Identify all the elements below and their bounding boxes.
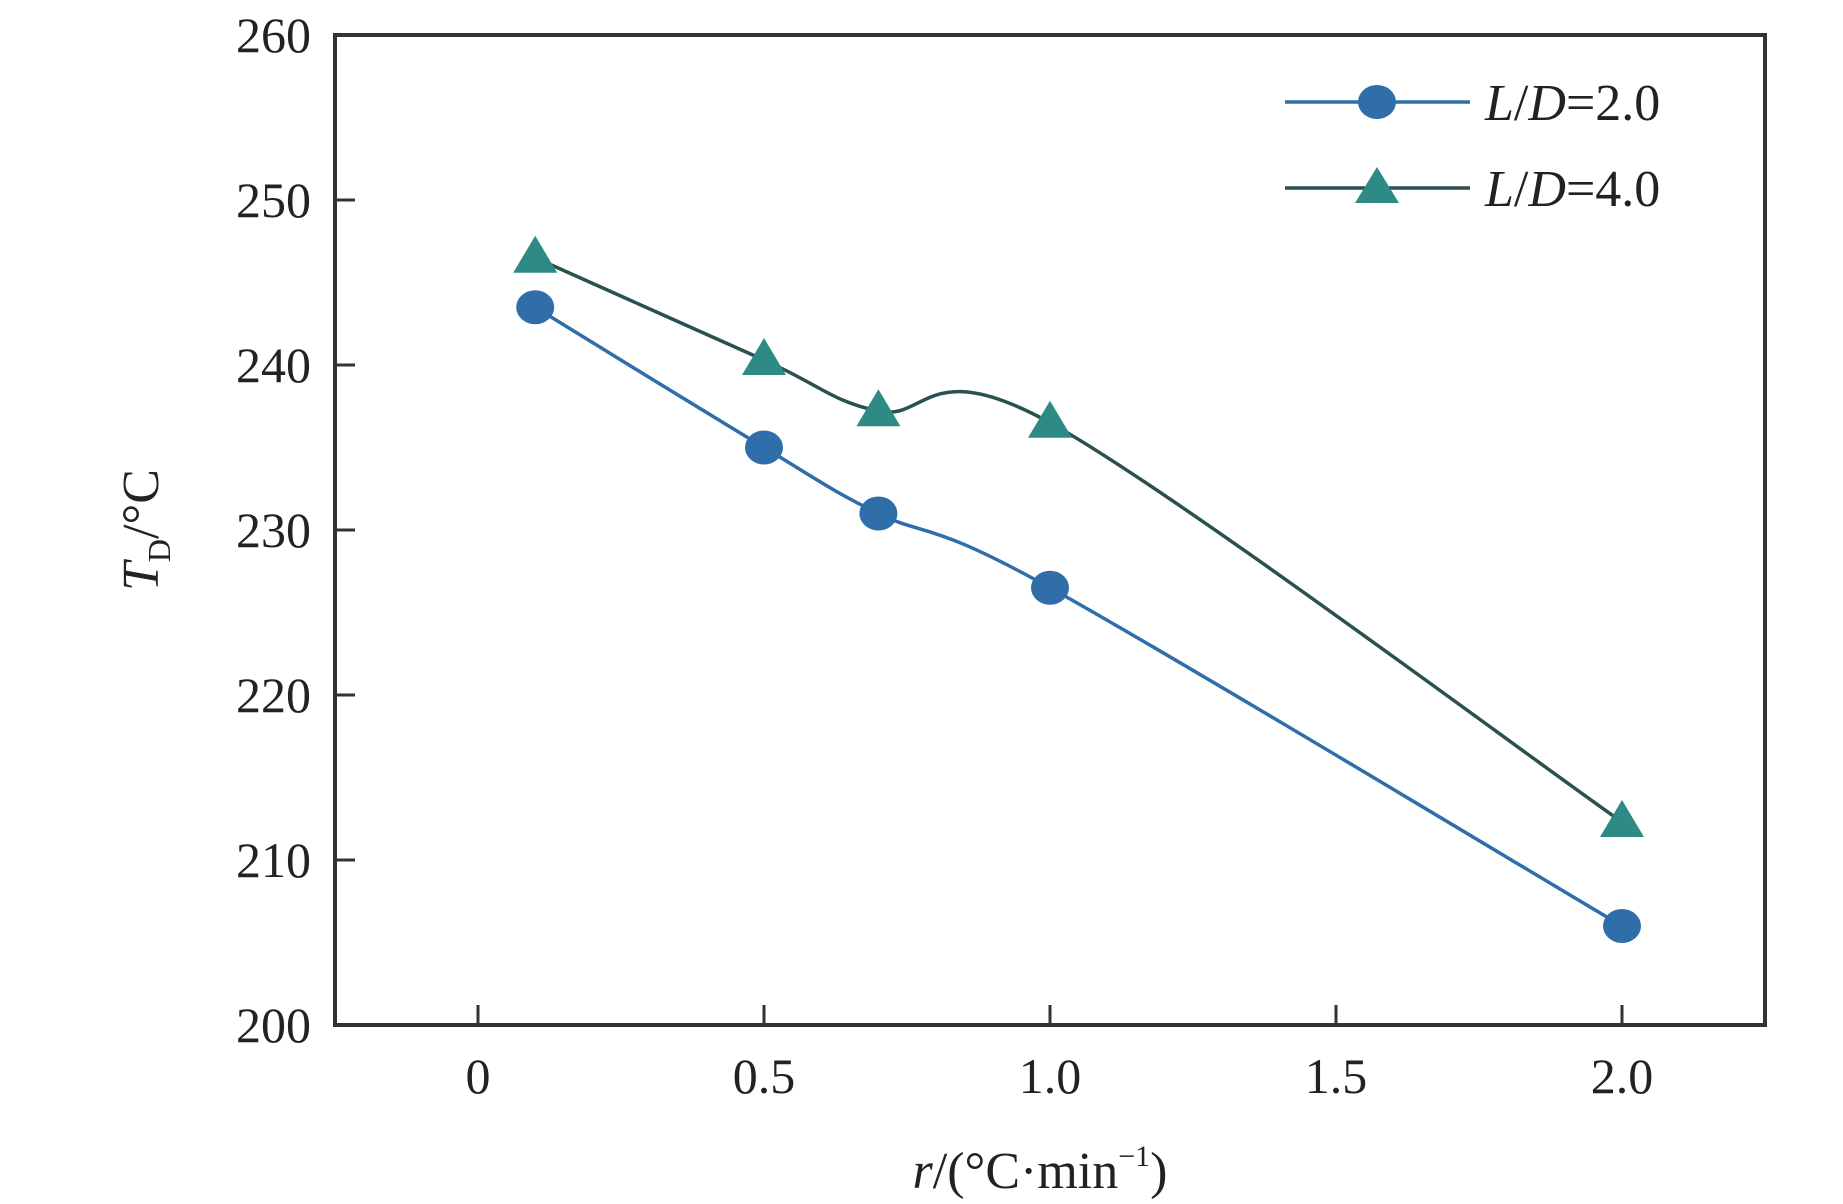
x-axis: 0 0.5 1.0 1.5 2.0: [466, 1005, 1654, 1104]
series-line-2: [534, 256, 1624, 824]
data-point-triangle: [856, 389, 901, 427]
series-lines: [534, 256, 1624, 928]
data-point-circle: [859, 496, 898, 531]
legend-marker-circle: [1358, 85, 1396, 119]
series-line-1: [534, 305, 1623, 928]
legend-item-ld-2: L/D=2.0: [1285, 75, 1660, 132]
series-markers: [513, 235, 1644, 943]
y-tick-label: 210: [236, 832, 311, 888]
y-tick-label: 220: [236, 667, 311, 723]
data-point-circle: [516, 290, 555, 325]
legend-item-ld-4: L/D=4.0: [1285, 161, 1660, 218]
x-axis-label: r/(°C·min−1): [913, 1140, 1168, 1200]
x-tick-label: 2.0: [1591, 1048, 1654, 1104]
y-tick-label: 260: [236, 7, 311, 63]
data-point-circle: [1603, 909, 1641, 943]
legend: L/D=2.0 L/D=4.0: [1285, 75, 1660, 218]
x-tick-label: 1.5: [1305, 1048, 1368, 1104]
y-tick-label: 240: [236, 337, 311, 393]
data-point-triangle: [1600, 800, 1644, 838]
y-tick-label: 200: [236, 997, 311, 1053]
y-axis: 200 210 220 230 240 250 260: [236, 7, 355, 1053]
data-point-triangle: [1028, 400, 1072, 438]
y-tick-label: 250: [236, 172, 311, 228]
y-tick-label: 230: [236, 502, 311, 558]
x-tick-label: 1.0: [1019, 1048, 1082, 1104]
legend-marker-triangle: [1355, 167, 1399, 203]
x-tick-label: 0.5: [733, 1048, 796, 1104]
legend-label-ld-2: L/D=2.0: [1484, 75, 1660, 132]
legend-label-ld-4: L/D=4.0: [1484, 161, 1660, 218]
x-tick-label: 0: [466, 1048, 491, 1104]
data-point-circle: [745, 430, 783, 465]
data-point-circle: [1031, 570, 1069, 605]
data-point-triangle: [742, 338, 786, 376]
data-point-triangle: [513, 235, 558, 273]
y-axis-label: TD/°C: [113, 469, 177, 591]
